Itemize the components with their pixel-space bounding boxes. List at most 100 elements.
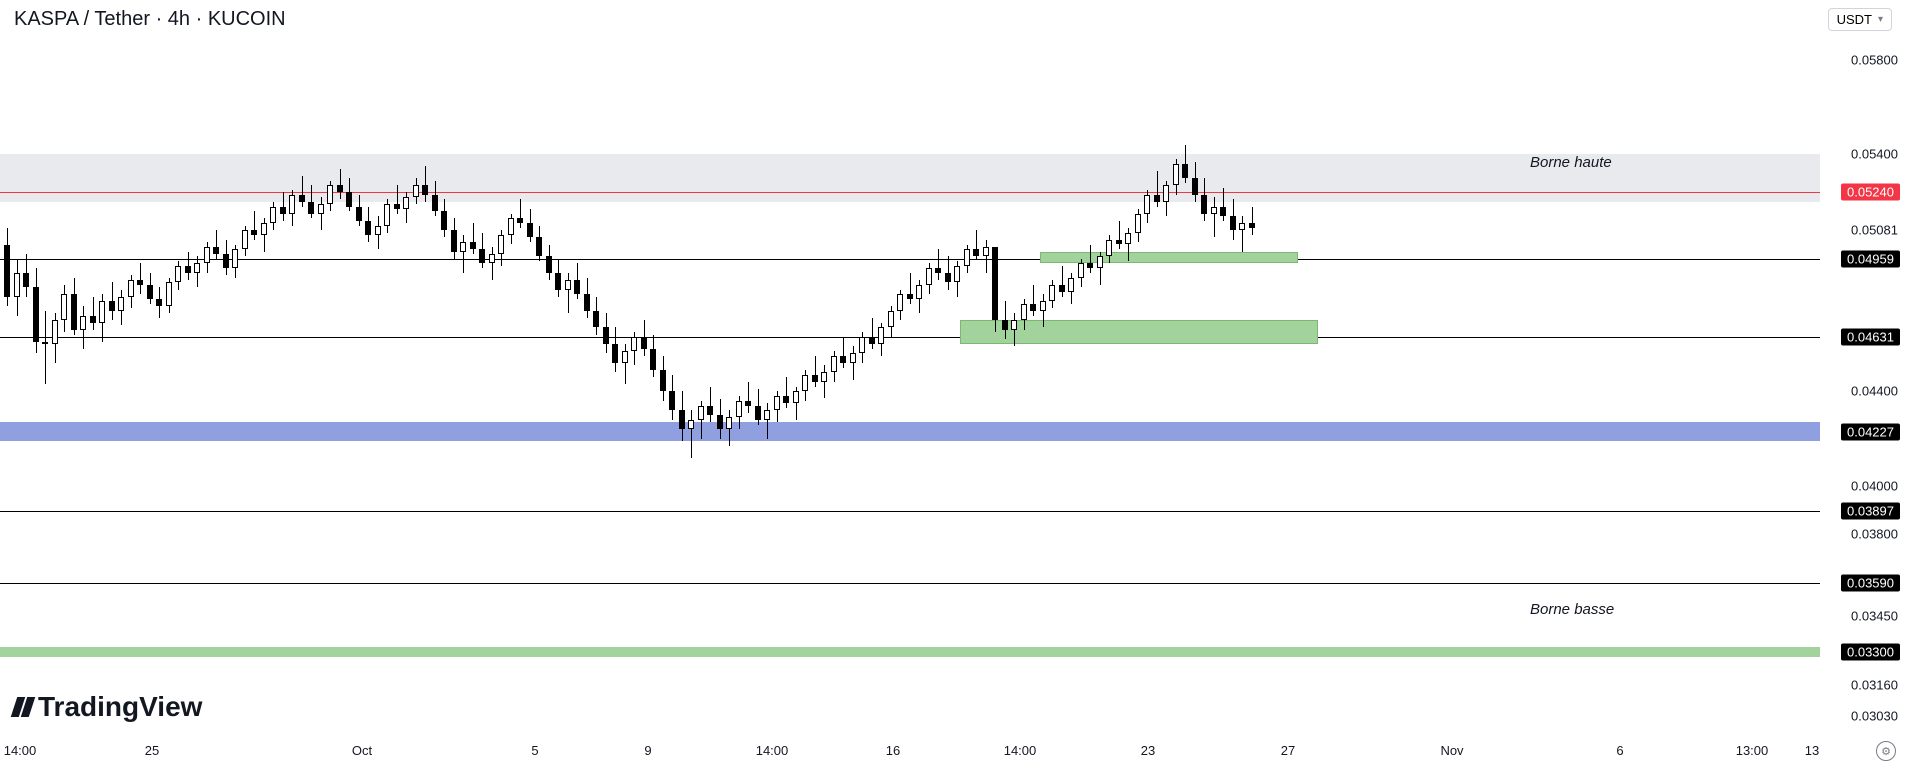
candle-body	[1011, 320, 1017, 329]
horizontal-line	[0, 337, 1820, 338]
horizontal-line	[0, 192, 1820, 193]
candle-body	[888, 311, 894, 328]
price-tag: 0.04959	[1841, 250, 1900, 267]
candle-body	[394, 204, 400, 209]
price-tag: 0.03897	[1841, 502, 1900, 519]
candle-body	[1239, 223, 1245, 230]
candle-body	[1220, 207, 1226, 216]
candle-body	[536, 237, 542, 256]
candle-body	[42, 342, 48, 344]
tradingview-logo: TradingView	[14, 691, 202, 723]
candle-wick	[938, 249, 939, 280]
y-tick: 0.04000	[1851, 479, 1898, 494]
y-tick: 0.03800	[1851, 526, 1898, 541]
candle-body	[926, 268, 932, 285]
candle-body	[251, 230, 257, 235]
candle-wick	[321, 197, 322, 230]
candle-body	[308, 202, 314, 214]
x-tick: 14:00	[4, 743, 37, 758]
x-tick: 13	[1805, 743, 1819, 758]
candle-body	[1106, 240, 1112, 257]
candle-body	[403, 197, 409, 209]
candle-body	[156, 299, 162, 306]
candle-body	[821, 372, 827, 381]
candle-wick	[1033, 285, 1034, 316]
price-tag: 0.03300	[1841, 644, 1900, 661]
x-tick: Nov	[1440, 743, 1463, 758]
candle-body	[422, 185, 428, 194]
candle-body	[745, 401, 751, 406]
candle-body	[783, 396, 789, 403]
candle-body	[983, 247, 989, 256]
candle-body	[128, 280, 134, 297]
candle-wick	[140, 263, 141, 294]
candle-wick	[748, 382, 749, 413]
candle-wick	[986, 240, 987, 273]
candle-wick	[1062, 266, 1063, 297]
x-tick: 16	[886, 743, 900, 758]
y-tick: 0.04400	[1851, 384, 1898, 399]
candle-wick	[216, 230, 217, 258]
candle-body	[774, 396, 780, 410]
candle-wick	[254, 211, 255, 239]
chevron-down-icon: ▾	[1878, 14, 1883, 25]
candle-body	[460, 242, 466, 251]
y-tick: 0.05081	[1851, 223, 1898, 238]
candle-body	[679, 410, 685, 429]
candle-body	[688, 420, 694, 429]
candle-wick	[463, 235, 464, 273]
candle-body	[61, 294, 67, 320]
x-tick: 14:00	[1004, 743, 1037, 758]
x-tick: 14:00	[756, 743, 789, 758]
candle-wick	[910, 273, 911, 304]
candle-body	[1116, 240, 1122, 245]
y-tick: 0.03030	[1851, 709, 1898, 724]
candle-wick	[1119, 221, 1120, 249]
candle-body	[1078, 263, 1084, 277]
chart-title: KASPA / Tether · 4h · KUCOIN	[14, 8, 286, 31]
candle-body	[365, 221, 371, 235]
price-zone	[0, 647, 1820, 656]
candle-body	[489, 254, 495, 263]
candle-body	[650, 349, 656, 370]
candle-body	[935, 268, 941, 273]
candle-body	[23, 273, 29, 287]
candle-body	[1144, 195, 1150, 214]
candle-body	[964, 249, 970, 266]
x-tick: 25	[145, 743, 159, 758]
candle-wick	[397, 185, 398, 213]
candle-body	[603, 327, 609, 344]
candle-body	[223, 254, 229, 268]
candle-body	[33, 287, 39, 341]
candle-wick	[767, 403, 768, 439]
candle-body	[1049, 285, 1055, 302]
candle-body	[4, 245, 10, 297]
candle-body	[232, 249, 238, 268]
candle-body	[1040, 301, 1046, 310]
candle-body	[1230, 216, 1236, 230]
candle-body	[802, 375, 808, 392]
candle-wick	[1090, 245, 1091, 273]
candle-wick	[520, 199, 521, 227]
candle-body	[1068, 278, 1074, 292]
candle-body	[755, 406, 761, 420]
horizontal-line	[0, 511, 1820, 512]
candle-body	[280, 207, 286, 214]
currency-selector[interactable]: USDT ▾	[1828, 8, 1892, 31]
candle-wick	[425, 166, 426, 202]
chart-settings-icon[interactable]: ⚙	[1876, 741, 1896, 761]
candle-wick	[710, 387, 711, 423]
candle-body	[318, 204, 324, 213]
y-tick: 0.03160	[1851, 678, 1898, 693]
candle-body	[916, 285, 922, 299]
candle-body	[299, 195, 305, 202]
candle-body	[99, 301, 105, 322]
candle-body	[850, 353, 856, 362]
y-tick: 0.03450	[1851, 609, 1898, 624]
chart-area[interactable]: Borne haute Borne basse	[0, 36, 1820, 716]
candle-body	[185, 266, 191, 273]
candle-body	[166, 282, 172, 306]
candle-body	[897, 294, 903, 311]
candle-body	[1135, 214, 1141, 233]
candle-body	[508, 218, 514, 235]
